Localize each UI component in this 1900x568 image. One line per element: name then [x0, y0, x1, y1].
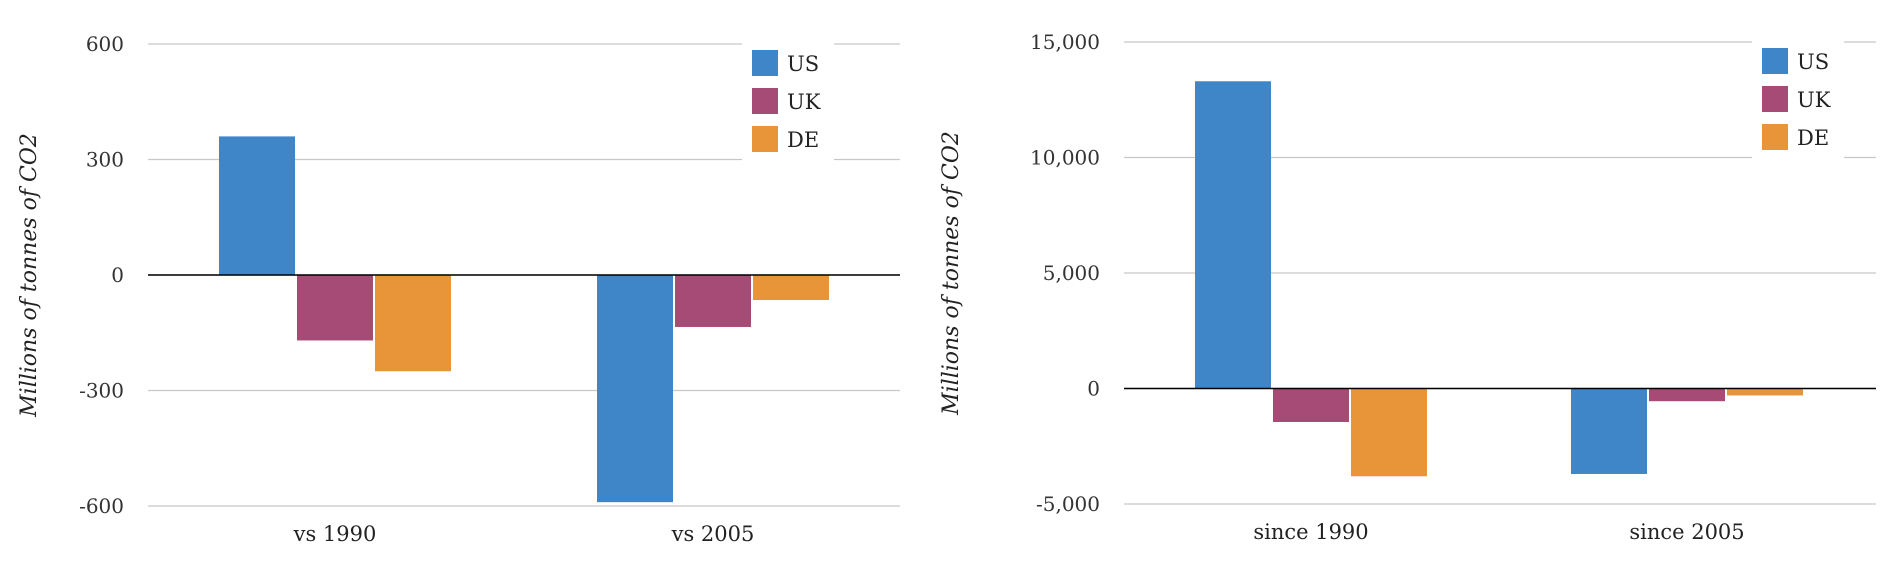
bar-de-2	[1727, 388, 1803, 396]
legend-swatch-us	[1762, 48, 1788, 74]
legend-swatch-de	[752, 126, 778, 152]
legend-label-de: DE	[787, 128, 819, 152]
x-category-label: since 2005	[1629, 520, 1744, 544]
legend-label-de: DE	[1797, 126, 1829, 150]
legend-swatch-uk	[752, 88, 778, 114]
y-tick-label: 0	[1087, 377, 1100, 401]
y-tick-label: -300	[79, 379, 124, 403]
bar-de-2	[753, 275, 829, 301]
y-tick-label: 300	[86, 148, 124, 172]
x-category-label: vs 1990	[293, 522, 377, 546]
y-tick-label: 600	[86, 32, 124, 56]
y-tick-label: 5,000	[1043, 261, 1100, 285]
bar-uk-1	[297, 275, 373, 341]
bar-de-1	[1351, 388, 1427, 477]
legend-swatch-us	[752, 50, 778, 76]
legend-swatch-uk	[1762, 86, 1788, 112]
legend-label-us: US	[787, 52, 819, 76]
y-tick-label: -5,000	[1036, 492, 1100, 516]
y-tick-label: 10,000	[1030, 146, 1100, 170]
y-tick-label: 15,000	[1030, 30, 1100, 54]
bar-de-1	[375, 275, 451, 372]
bar-uk-2	[1649, 388, 1725, 402]
chart-left: 600 300 0 -300 -600 vs 1990 vs 2005 Millions of…	[17, 32, 900, 546]
bar-us-1	[219, 136, 295, 275]
x-category-label: since 1990	[1253, 520, 1368, 544]
legend-swatch-de	[1762, 124, 1788, 150]
legend-label-uk: UK	[1797, 88, 1831, 112]
bar-uk-2	[675, 275, 751, 327]
bar-us-1	[1195, 81, 1271, 389]
y-axis-title: Millions of tonnes of CO2	[939, 131, 964, 416]
y-tick-label: 0	[111, 263, 124, 287]
bar-uk-1	[1273, 388, 1349, 422]
bar-us-2	[1571, 388, 1647, 474]
x-category-label: vs 2005	[671, 522, 755, 546]
chart-right: 15,000 10,000 5,000 0 -5,000 since 1990 since …	[939, 30, 1876, 544]
legend-label-uk: UK	[787, 90, 821, 114]
y-tick-label: -600	[79, 494, 124, 518]
bar-us-2	[597, 275, 673, 503]
legend-label-us: US	[1797, 50, 1829, 74]
y-axis-title: Millions of tonnes of CO2	[17, 133, 42, 418]
